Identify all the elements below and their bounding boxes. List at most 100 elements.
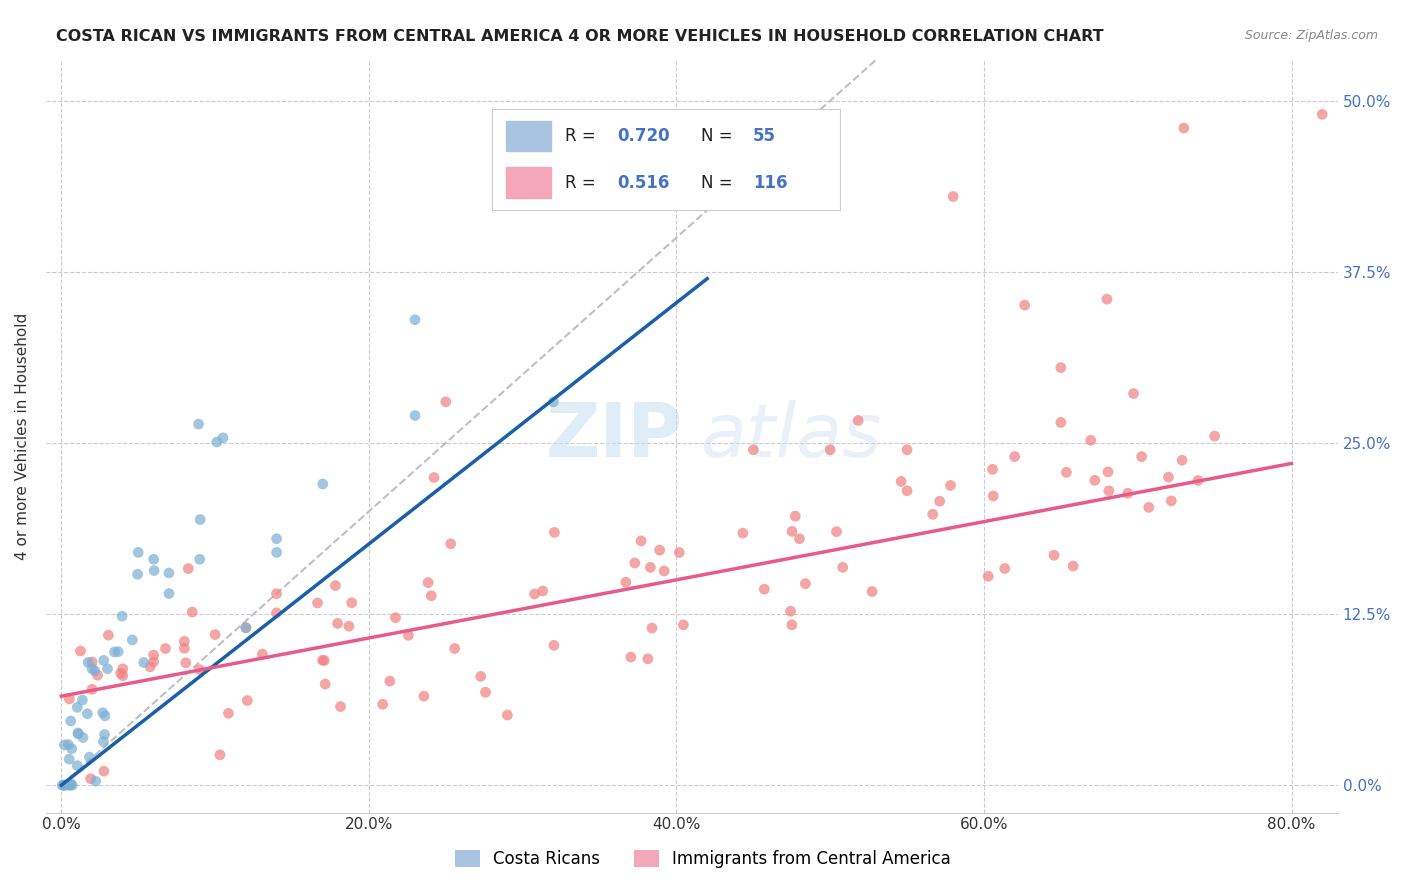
Point bbox=[121, 632, 143, 647]
Point bbox=[337, 619, 360, 633]
Point bbox=[470, 669, 492, 683]
Point bbox=[93, 653, 115, 667]
Point bbox=[52, 778, 75, 792]
Point bbox=[378, 674, 401, 689]
Point bbox=[1171, 453, 1194, 467]
Point bbox=[82, 655, 104, 669]
Point bbox=[981, 489, 1004, 503]
Point bbox=[637, 652, 659, 666]
Point bbox=[614, 575, 637, 590]
Point bbox=[173, 641, 195, 656]
Point bbox=[127, 545, 149, 559]
Point bbox=[60, 778, 83, 792]
Point bbox=[155, 641, 177, 656]
Point bbox=[82, 682, 104, 697]
Point bbox=[977, 569, 1000, 583]
Point bbox=[780, 524, 803, 539]
Point bbox=[174, 656, 197, 670]
Point bbox=[58, 692, 80, 706]
Point bbox=[76, 706, 98, 721]
Point bbox=[236, 693, 259, 707]
Point bbox=[640, 560, 662, 574]
Point bbox=[896, 483, 918, 498]
Point bbox=[107, 645, 129, 659]
Point bbox=[181, 605, 204, 619]
Point bbox=[111, 662, 134, 676]
Point bbox=[55, 778, 77, 792]
Point bbox=[890, 475, 912, 489]
Point bbox=[860, 584, 883, 599]
Point bbox=[325, 579, 347, 593]
Point bbox=[127, 567, 149, 582]
Point bbox=[754, 582, 776, 597]
Point bbox=[1137, 500, 1160, 515]
Point bbox=[434, 394, 457, 409]
Point bbox=[83, 664, 105, 678]
Point bbox=[779, 604, 801, 618]
Point bbox=[1095, 292, 1118, 306]
Point bbox=[67, 727, 90, 741]
Point bbox=[58, 752, 80, 766]
Y-axis label: 4 or more Vehicles in Household: 4 or more Vehicles in Household bbox=[15, 312, 30, 559]
Point bbox=[1173, 121, 1195, 136]
Point bbox=[266, 532, 288, 546]
Point bbox=[177, 561, 200, 575]
Point bbox=[58, 778, 80, 792]
Point bbox=[93, 764, 115, 779]
Point bbox=[312, 477, 335, 491]
Point bbox=[187, 417, 209, 431]
Point bbox=[84, 774, 107, 789]
Point bbox=[543, 394, 565, 409]
Point bbox=[371, 698, 394, 712]
Point bbox=[981, 462, 1004, 476]
Point bbox=[173, 634, 195, 648]
Point bbox=[97, 628, 120, 642]
Point bbox=[474, 685, 496, 699]
Point bbox=[396, 628, 419, 642]
Point bbox=[384, 610, 406, 624]
Point bbox=[1122, 386, 1144, 401]
Point bbox=[266, 545, 288, 559]
Point bbox=[266, 587, 288, 601]
Point bbox=[235, 621, 257, 635]
Text: COSTA RICAN VS IMMIGRANTS FROM CENTRAL AMERICA 4 OR MORE VEHICLES IN HOUSEHOLD C: COSTA RICAN VS IMMIGRANTS FROM CENTRAL A… bbox=[56, 29, 1104, 44]
Point bbox=[668, 545, 690, 559]
Point bbox=[742, 442, 765, 457]
Point bbox=[96, 662, 118, 676]
Point bbox=[794, 576, 817, 591]
Point bbox=[69, 644, 91, 658]
Point bbox=[939, 478, 962, 492]
Point bbox=[416, 575, 439, 590]
Point bbox=[1116, 486, 1139, 500]
Point bbox=[188, 552, 211, 566]
Point bbox=[1098, 483, 1121, 498]
Point bbox=[440, 537, 463, 551]
Point bbox=[208, 747, 231, 762]
Point bbox=[1080, 434, 1102, 448]
Point bbox=[818, 442, 841, 457]
Point bbox=[235, 621, 257, 635]
Point bbox=[652, 564, 675, 578]
Point bbox=[58, 738, 80, 752]
Legend: Costa Ricans, Immigrants from Central America: Costa Ricans, Immigrants from Central Am… bbox=[449, 843, 957, 875]
Point bbox=[266, 606, 288, 620]
Point bbox=[928, 494, 950, 508]
Point bbox=[1014, 298, 1036, 312]
Point bbox=[205, 435, 228, 450]
Point bbox=[731, 526, 754, 541]
Point bbox=[142, 552, 165, 566]
Point bbox=[79, 750, 101, 764]
Point bbox=[523, 587, 546, 601]
Point bbox=[53, 738, 76, 752]
Point bbox=[846, 413, 869, 427]
Point bbox=[188, 512, 211, 526]
Point bbox=[1043, 548, 1066, 562]
Point bbox=[1084, 474, 1107, 488]
Point bbox=[1050, 416, 1073, 430]
Point bbox=[340, 596, 363, 610]
Point bbox=[831, 560, 853, 574]
Point bbox=[93, 727, 115, 741]
Point bbox=[139, 660, 162, 674]
Point bbox=[543, 525, 565, 540]
Point bbox=[252, 647, 274, 661]
